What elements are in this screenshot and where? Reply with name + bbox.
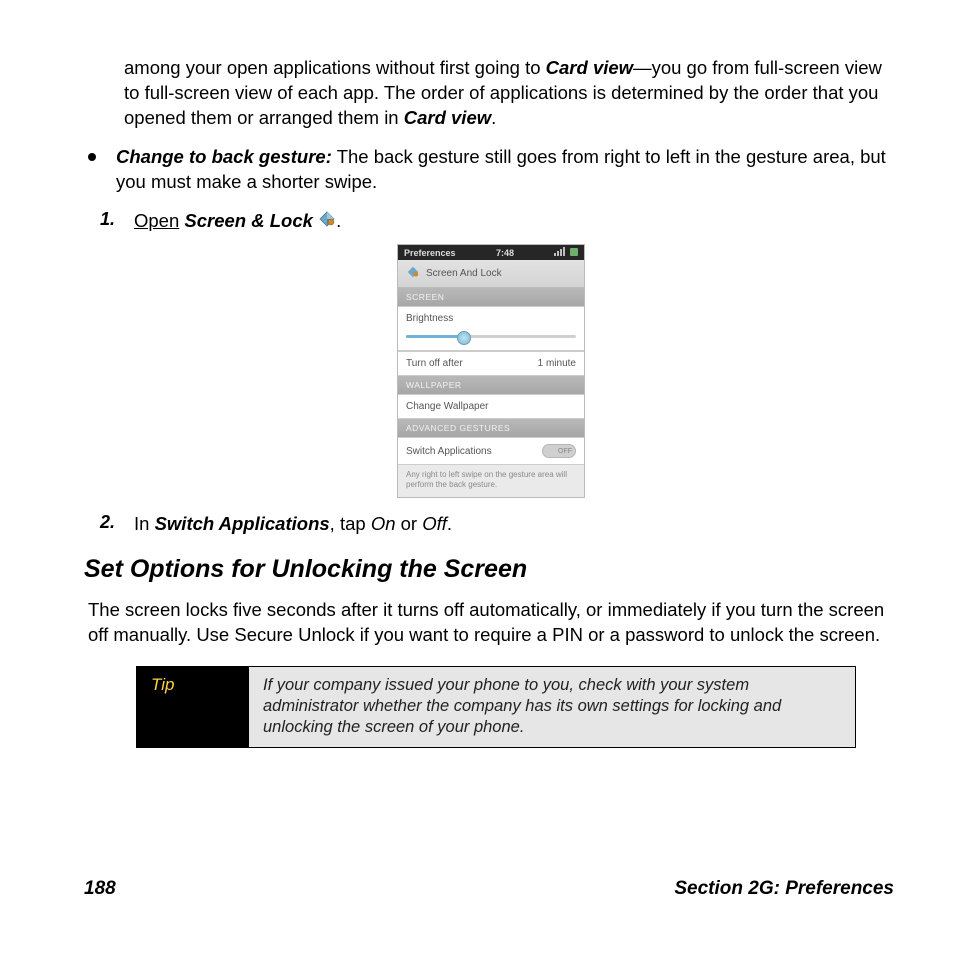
screen-lock-icon bbox=[318, 209, 336, 234]
phone-screenshot: Preferences 7:48 Screen And Lock SCREEN bbox=[88, 244, 894, 497]
brightness-label: Brightness bbox=[406, 313, 576, 324]
page-footer: 188 Section 2G: Preferences bbox=[84, 878, 894, 900]
section-advanced-label: ADVANCED GESTURES bbox=[398, 419, 584, 437]
brightness-slider[interactable] bbox=[406, 330, 576, 344]
bullet-dot-icon bbox=[88, 153, 96, 161]
on-term: On bbox=[371, 513, 396, 534]
step2-t3: or bbox=[396, 513, 423, 534]
phone-pref-menu: Preferences bbox=[404, 248, 456, 258]
gesture-hint-text: Any right to left swipe on the gesture a… bbox=[398, 465, 584, 496]
step-1-period: . bbox=[336, 210, 341, 231]
turn-off-label: Turn off after bbox=[406, 358, 463, 369]
screen-lock-small-icon bbox=[406, 266, 420, 281]
step-2: 2. In Switch Applications, tap On or Off… bbox=[100, 512, 894, 537]
section-wallpaper-label: WALLPAPER bbox=[398, 376, 584, 394]
phone-time: 7:48 bbox=[496, 248, 514, 258]
intro-frag1: among your open applications without fir… bbox=[124, 57, 546, 78]
tip-label: Tip bbox=[137, 667, 249, 747]
section-label: Section 2G: Preferences bbox=[674, 878, 894, 900]
tip-body: If your company issued your phone to you… bbox=[249, 667, 855, 747]
section-screen-label: SCREEN bbox=[398, 288, 584, 306]
step2-t4: . bbox=[447, 513, 452, 534]
off-term: Off bbox=[422, 513, 447, 534]
step2-t1: In bbox=[134, 513, 155, 534]
switch-apps-toggle[interactable]: OFF bbox=[542, 444, 576, 458]
app-name-screen-lock: Screen & Lock bbox=[179, 210, 318, 231]
phone-title-bar: Screen And Lock bbox=[398, 260, 584, 288]
switch-applications-term: Switch Applications bbox=[155, 513, 330, 534]
cardview-term-1: Card view bbox=[546, 57, 633, 78]
step-1: 1. Open Screen & Lock . bbox=[100, 209, 894, 235]
change-wallpaper-row[interactable]: Change Wallpaper bbox=[398, 394, 584, 419]
step-2-number: 2. bbox=[100, 512, 134, 533]
bullet-label: Change to back gesture: bbox=[116, 146, 332, 167]
step-1-number: 1. bbox=[100, 209, 134, 230]
tip-box: Tip If your company issued your phone to… bbox=[136, 666, 856, 748]
unlock-paragraph: The screen locks five seconds after it t… bbox=[88, 598, 894, 648]
intro-paragraph: among your open applications without fir… bbox=[124, 56, 894, 131]
open-link[interactable]: Open bbox=[134, 210, 179, 231]
heading-unlock-options: Set Options for Unlocking the Screen bbox=[84, 555, 894, 584]
brightness-block: Brightness bbox=[398, 306, 584, 351]
switch-apps-row[interactable]: Switch Applications OFF bbox=[398, 437, 584, 465]
intro-frag3: . bbox=[491, 107, 496, 128]
signal-icon bbox=[554, 247, 578, 258]
cardview-term-2: Card view bbox=[404, 107, 491, 128]
page-number: 188 bbox=[84, 878, 116, 900]
phone-title: Screen And Lock bbox=[426, 268, 502, 279]
turn-off-value: 1 minute bbox=[538, 358, 576, 369]
bullet-change-back-gesture: Change to back gesture: The back gesture… bbox=[88, 145, 894, 195]
change-wallpaper-label: Change Wallpaper bbox=[406, 401, 488, 412]
turn-off-row[interactable]: Turn off after 1 minute bbox=[398, 351, 584, 376]
phone-status-bar: Preferences 7:48 bbox=[398, 245, 584, 260]
step2-t2: , tap bbox=[330, 513, 371, 534]
switch-apps-label: Switch Applications bbox=[406, 446, 492, 457]
